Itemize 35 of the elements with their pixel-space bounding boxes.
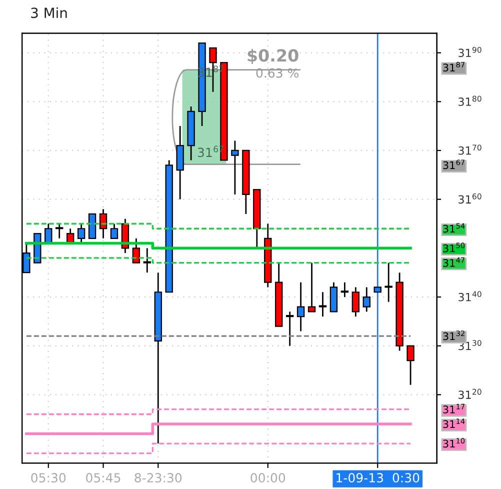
annotation: $0.20: [248, 48, 298, 64]
x-tick-label: 1-09-13 0:30: [336, 473, 420, 482]
candlestick: [318, 291, 327, 318]
y2-tick-label: 31 $^{10}$: [443, 438, 465, 448]
candlestick: [110, 223, 118, 240]
x-tick-label: 00:00: [250, 473, 286, 482]
x-tick-label: 05:30: [31, 473, 66, 482]
candlestick: [231, 140, 239, 196]
candlestick: [308, 262, 316, 312]
candlestick: [296, 282, 305, 332]
candlestick: [362, 286, 370, 312]
candlestick: [56, 223, 64, 240]
candlestick: [286, 310, 294, 347]
y-tick-label: 31$^{60}$: [458, 193, 482, 204]
y2-tick-label: 31$^{67}$: [443, 160, 464, 170]
candlestick: [406, 345, 414, 386]
x-tick-label: 05:45: [86, 473, 120, 482]
y2-tick-label: 31$^{87}$: [443, 62, 464, 72]
y-tick-label: 31$^{90}$: [458, 46, 482, 58]
x-tick-label: 8-23:30: [134, 473, 182, 482]
y2-tick-label: 31 $^{17}$: [443, 404, 464, 414]
chart-title: 3 Min: [31, 7, 67, 18]
annotation: 31$^{87}$: [198, 66, 224, 78]
candlestick: [352, 286, 360, 318]
y-tick-label: 31$^{80}$: [458, 96, 482, 106]
y2-tick-label: 31 $^{14}$: [443, 418, 465, 428]
y2-tick-label: 31$^{32}$: [443, 330, 464, 340]
candlestick: [384, 262, 392, 303]
y-tick-label: 31$^{40}$: [458, 291, 482, 302]
candlestick: [340, 282, 349, 298]
y-tick-label: 31$^{70}$: [458, 144, 482, 155]
candlestick: [143, 247, 151, 274]
candlestick: [77, 223, 86, 244]
y-tick-label: 31$^{20}$: [458, 388, 482, 399]
candlestick: [99, 208, 108, 240]
